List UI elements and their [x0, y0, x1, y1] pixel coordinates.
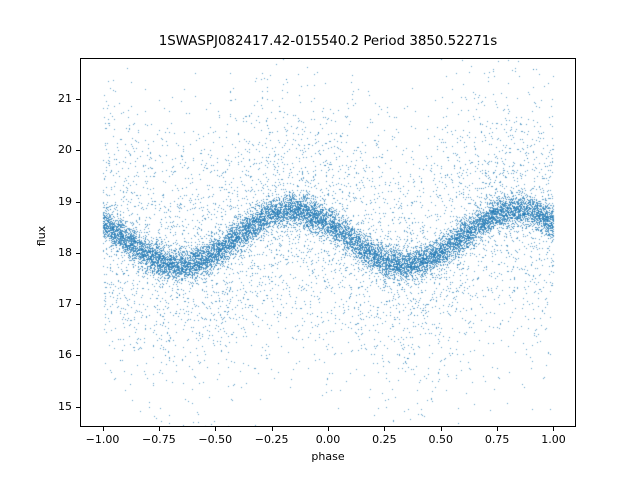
y-tick-label: 17 [58, 297, 72, 310]
x-tick-label: −0.50 [198, 433, 233, 446]
y-tick-mark [76, 304, 80, 305]
x-tick-mark [215, 427, 217, 431]
x-tick-label: −0.75 [142, 433, 176, 446]
y-tick-label: 18 [58, 245, 72, 259]
chart-title: 1SWASPJ082417.42-015540.2 Period 3850.52… [158, 34, 498, 49]
x-tick-label: 0.50 [428, 433, 453, 446]
y-tick-label: 19 [58, 194, 72, 208]
y-tick-label: 21 [58, 92, 72, 105]
x-tick-label: 1.00 [541, 433, 566, 446]
x-tick-mark [102, 427, 104, 431]
x-tick-label: 0.00 [315, 433, 341, 446]
x-tick-label: −1.00 [85, 433, 120, 446]
x-tick-label: 0.25 [372, 433, 397, 446]
scatter-points-canvas [80, 58, 576, 427]
y-tick-label: 16 [58, 348, 72, 362]
y-tick-label: 15 [58, 399, 72, 413]
y-tick-mark [76, 201, 80, 203]
x-tick-label: −0.25 [254, 433, 289, 446]
x-tick-mark [497, 427, 499, 431]
y-tick-mark [76, 406, 80, 408]
y-tick-mark [76, 150, 80, 152]
x-tick-label: 0.75 [484, 433, 510, 446]
y-tick-label: 20 [58, 143, 72, 157]
y-tick-mark [76, 99, 80, 100]
x-tick-mark [328, 427, 329, 431]
x-tick-mark [384, 427, 386, 431]
y-axis-label: flux [35, 225, 48, 247]
y-tick-mark [76, 252, 80, 254]
x-tick-mark [158, 427, 160, 431]
y-tick-mark [76, 355, 80, 357]
x-tick-mark [553, 427, 555, 431]
x-tick-mark [440, 427, 442, 431]
x-tick-mark [271, 427, 273, 431]
x-axis-label: phase [311, 450, 345, 463]
